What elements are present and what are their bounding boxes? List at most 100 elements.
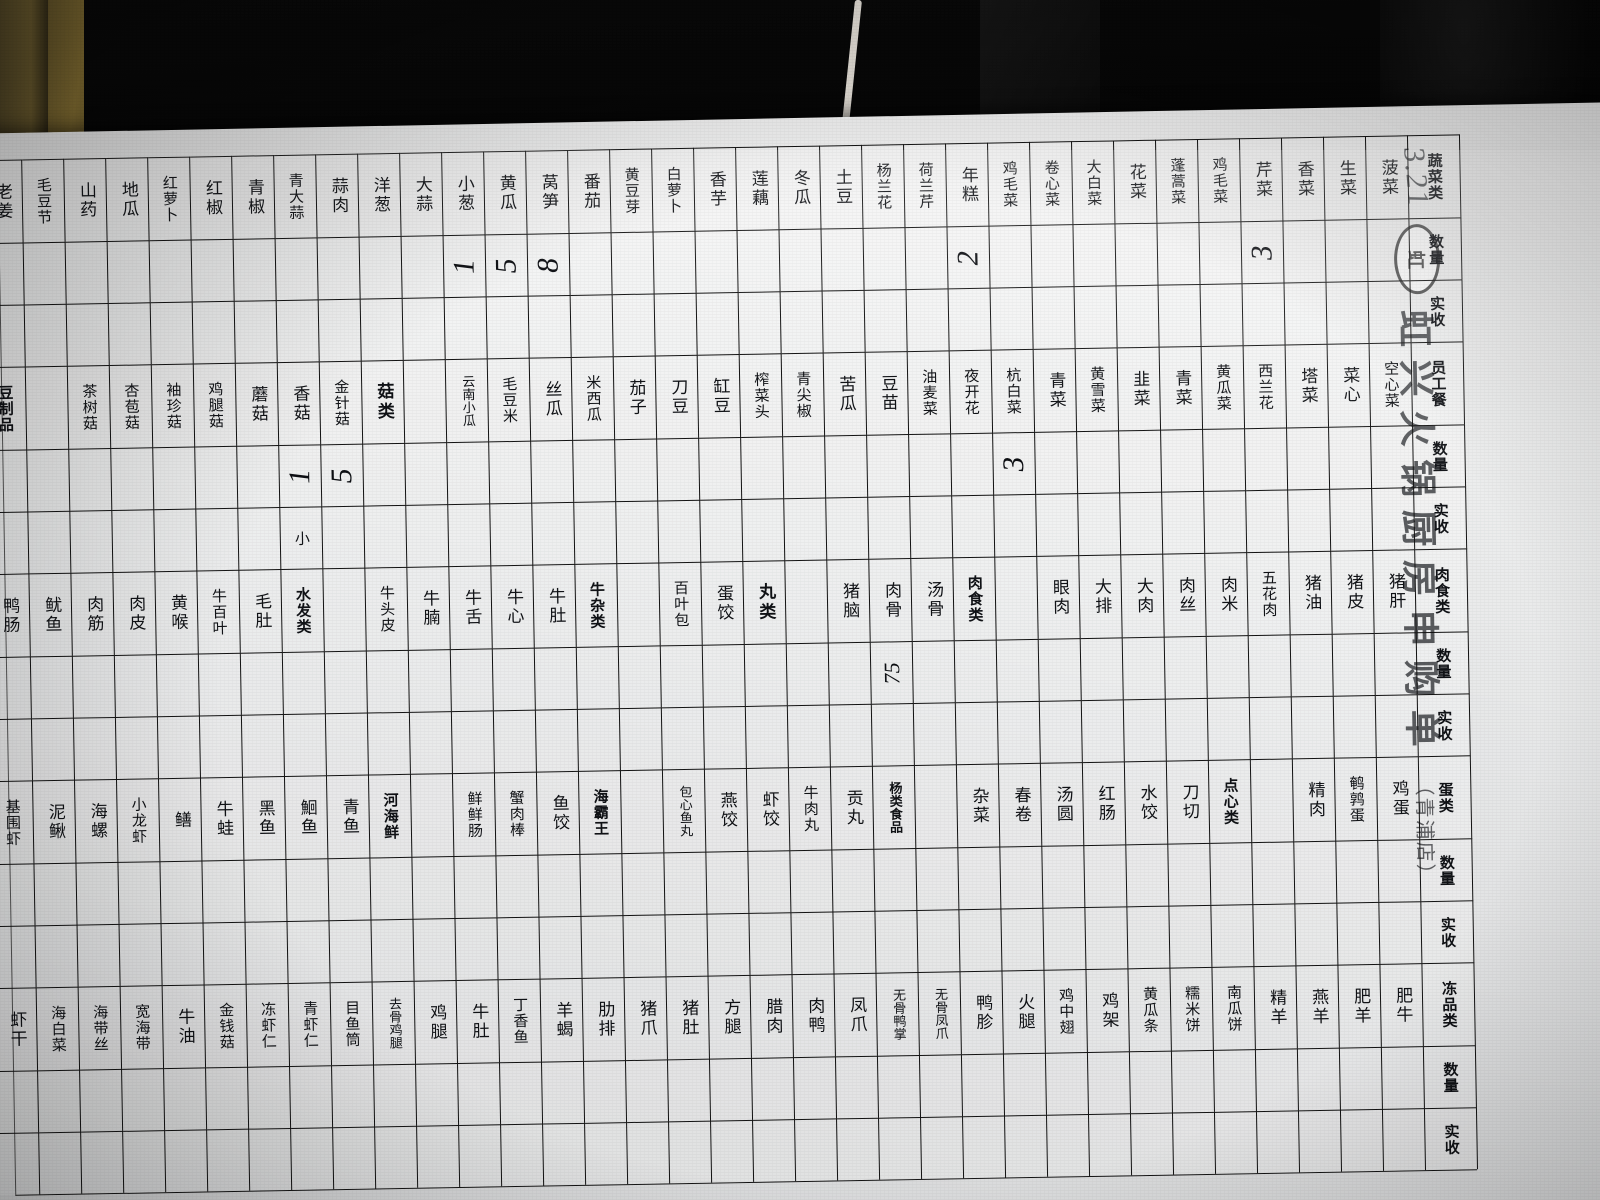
received-cell[interactable] bbox=[196, 507, 240, 571]
received-cell[interactable] bbox=[329, 919, 373, 983]
quantity-cell[interactable] bbox=[912, 640, 956, 704]
quantity-cell[interactable] bbox=[835, 1055, 880, 1119]
received-cell[interactable] bbox=[1368, 280, 1412, 344]
received-cell[interactable] bbox=[1162, 490, 1206, 554]
received-cell[interactable] bbox=[917, 909, 961, 972]
received-cell[interactable] bbox=[1116, 284, 1160, 348]
received-cell[interactable] bbox=[73, 716, 117, 780]
quantity-cell[interactable] bbox=[496, 854, 540, 918]
received-cell[interactable] bbox=[1074, 285, 1118, 349]
received-cell[interactable] bbox=[1172, 1111, 1217, 1175]
received-cell[interactable] bbox=[661, 706, 705, 770]
received-cell[interactable] bbox=[1256, 1110, 1301, 1174]
quantity-cell[interactable] bbox=[317, 236, 361, 300]
received-cell[interactable] bbox=[948, 287, 992, 351]
quantity-cell[interactable] bbox=[240, 652, 284, 715]
received-cell[interactable] bbox=[367, 711, 411, 775]
quantity-cell[interactable] bbox=[149, 239, 193, 303]
received-cell[interactable] bbox=[115, 716, 159, 779]
quantity-cell[interactable] bbox=[1210, 842, 1254, 905]
quantity-cell[interactable] bbox=[1283, 219, 1327, 283]
quantity-cell[interactable] bbox=[1157, 221, 1201, 285]
quantity-cell[interactable] bbox=[1045, 1052, 1089, 1115]
received-cell[interactable] bbox=[451, 710, 495, 774]
quantity-cell[interactable] bbox=[821, 227, 865, 291]
received-cell[interactable] bbox=[123, 1130, 167, 1193]
quantity-cell[interactable] bbox=[863, 227, 907, 290]
received-cell[interactable] bbox=[1204, 490, 1248, 553]
received-cell[interactable] bbox=[70, 509, 114, 573]
quantity-cell[interactable] bbox=[1126, 843, 1170, 907]
quantity-cell[interactable] bbox=[1287, 426, 1331, 490]
quantity-cell[interactable] bbox=[0, 656, 32, 720]
quantity-cell[interactable] bbox=[0, 863, 36, 927]
received-cell[interactable] bbox=[791, 911, 835, 975]
quantity-cell[interactable] bbox=[206, 1066, 250, 1130]
received-cell[interactable] bbox=[24, 303, 68, 367]
received-cell[interactable] bbox=[658, 499, 702, 563]
received-cell[interactable] bbox=[493, 709, 537, 773]
received-cell[interactable] bbox=[1330, 487, 1374, 551]
quantity-cell[interactable] bbox=[34, 862, 78, 926]
quantity-cell[interactable] bbox=[69, 447, 113, 511]
received-cell[interactable] bbox=[868, 496, 912, 559]
quantity-cell[interactable] bbox=[615, 438, 659, 502]
received-cell[interactable] bbox=[245, 920, 289, 984]
quantity-cell[interactable] bbox=[65, 241, 109, 304]
quantity-cell[interactable] bbox=[332, 1064, 376, 1128]
received-cell[interactable] bbox=[963, 1115, 1007, 1179]
quantity-cell[interactable] bbox=[1339, 1046, 1383, 1110]
received-cell[interactable] bbox=[455, 917, 499, 981]
received-cell[interactable] bbox=[1046, 1114, 1091, 1177]
quantity-cell[interactable] bbox=[958, 846, 1002, 910]
received-cell[interactable] bbox=[39, 1131, 83, 1195]
quantity-cell[interactable] bbox=[989, 224, 1033, 288]
received-cell[interactable] bbox=[780, 290, 824, 354]
received-cell[interactable] bbox=[1078, 492, 1122, 556]
quantity-cell[interactable] bbox=[573, 439, 617, 502]
received-cell[interactable] bbox=[1200, 283, 1244, 346]
quantity-cell[interactable] bbox=[877, 1054, 922, 1118]
quantity-cell[interactable] bbox=[122, 1068, 166, 1131]
quantity-cell[interactable] bbox=[1206, 635, 1250, 698]
quantity-cell[interactable] bbox=[80, 1068, 124, 1132]
quantity-cell[interactable] bbox=[1003, 1052, 1047, 1116]
quantity-cell[interactable] bbox=[961, 1053, 1005, 1117]
quantity-cell[interactable] bbox=[1171, 1049, 1215, 1113]
received-cell[interactable] bbox=[108, 302, 152, 366]
quantity-cell[interactable] bbox=[1381, 1046, 1425, 1109]
received-cell[interactable] bbox=[1127, 905, 1171, 969]
quantity-cell[interactable] bbox=[405, 442, 449, 505]
quantity-cell[interactable]: 3 bbox=[993, 431, 1037, 495]
quantity-cell[interactable] bbox=[618, 645, 662, 709]
quantity-cell[interactable] bbox=[1031, 224, 1075, 287]
received-cell[interactable] bbox=[612, 293, 656, 357]
quantity-cell[interactable] bbox=[275, 237, 319, 301]
received-cell[interactable] bbox=[879, 1116, 923, 1180]
quantity-cell[interactable] bbox=[447, 441, 491, 505]
quantity-cell[interactable] bbox=[1371, 425, 1415, 488]
received-cell[interactable] bbox=[81, 1130, 125, 1194]
quantity-cell[interactable] bbox=[748, 850, 792, 913]
received-cell[interactable] bbox=[1039, 700, 1083, 763]
quantity-cell[interactable] bbox=[286, 858, 330, 921]
received-cell[interactable] bbox=[619, 707, 663, 771]
quantity-cell[interactable] bbox=[576, 646, 620, 709]
received-cell[interactable] bbox=[753, 1119, 797, 1182]
received-cell[interactable] bbox=[1242, 282, 1286, 346]
quantity-cell[interactable] bbox=[1255, 1048, 1299, 1112]
quantity-cell[interactable]: 3 bbox=[1241, 220, 1285, 284]
received-cell[interactable] bbox=[1214, 1111, 1259, 1174]
quantity-cell[interactable] bbox=[1042, 845, 1086, 908]
quantity-cell[interactable] bbox=[664, 851, 708, 915]
quantity-cell[interactable] bbox=[793, 1056, 838, 1120]
received-cell[interactable] bbox=[711, 1119, 755, 1183]
received-cell[interactable] bbox=[875, 909, 919, 973]
received-cell[interactable] bbox=[459, 1124, 503, 1188]
quantity-cell[interactable] bbox=[1077, 430, 1121, 494]
received-cell[interactable] bbox=[165, 1129, 209, 1193]
received-cell[interactable] bbox=[409, 711, 453, 774]
quantity-cell[interactable]: 1 bbox=[443, 234, 487, 298]
quantity-cell[interactable] bbox=[366, 649, 410, 713]
received-cell[interactable] bbox=[119, 923, 163, 986]
